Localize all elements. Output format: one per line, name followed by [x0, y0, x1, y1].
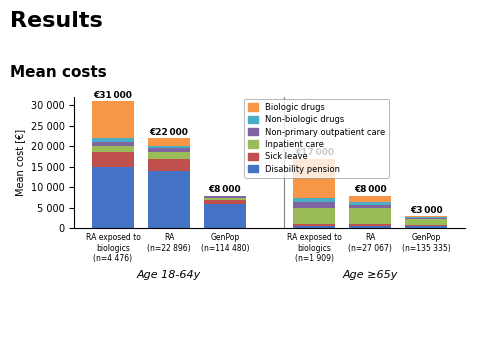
- Bar: [405, 216, 447, 217]
- Text: Results: Results: [10, 11, 102, 31]
- Bar: [92, 101, 134, 138]
- Bar: [349, 224, 391, 226]
- Bar: [293, 208, 336, 224]
- Bar: [349, 195, 391, 202]
- Text: Age 18-64y: Age 18-64y: [137, 270, 201, 280]
- Bar: [293, 198, 336, 202]
- Bar: [92, 138, 134, 142]
- Text: €8 000: €8 000: [354, 185, 386, 194]
- Text: Mean costs: Mean costs: [10, 65, 107, 80]
- Bar: [148, 148, 190, 153]
- Bar: [293, 226, 336, 228]
- Bar: [349, 202, 391, 204]
- Bar: [405, 226, 447, 228]
- Bar: [405, 225, 447, 226]
- Text: €3 000: €3 000: [410, 206, 443, 215]
- Bar: [148, 146, 190, 148]
- Bar: [293, 224, 336, 226]
- Bar: [405, 217, 447, 218]
- Bar: [349, 226, 391, 228]
- Bar: [204, 199, 246, 204]
- Text: €31 000: €31 000: [94, 91, 132, 100]
- Bar: [349, 204, 391, 208]
- Bar: [405, 218, 447, 219]
- Bar: [92, 153, 134, 167]
- Bar: [92, 146, 134, 153]
- Bar: [349, 208, 391, 224]
- Bar: [92, 142, 134, 146]
- Bar: [405, 219, 447, 225]
- Legend: Biologic drugs, Non-biologic drugs, Non-primary outpatient care, Inpatient care,: Biologic drugs, Non-biologic drugs, Non-…: [244, 99, 389, 178]
- Bar: [204, 195, 246, 196]
- Bar: [204, 204, 246, 228]
- Text: €8 000: €8 000: [209, 185, 241, 194]
- Bar: [293, 159, 336, 198]
- Text: €17 000: €17 000: [295, 148, 334, 157]
- Bar: [293, 202, 336, 208]
- Bar: [148, 171, 190, 228]
- Bar: [204, 198, 246, 199]
- Y-axis label: Mean cost [€]: Mean cost [€]: [15, 129, 25, 196]
- Bar: [148, 159, 190, 171]
- Bar: [92, 167, 134, 228]
- Bar: [204, 196, 246, 198]
- Text: Age ≥65y: Age ≥65y: [343, 270, 398, 280]
- Bar: [148, 138, 190, 146]
- Text: €22 000: €22 000: [149, 128, 188, 137]
- Bar: [148, 153, 190, 159]
